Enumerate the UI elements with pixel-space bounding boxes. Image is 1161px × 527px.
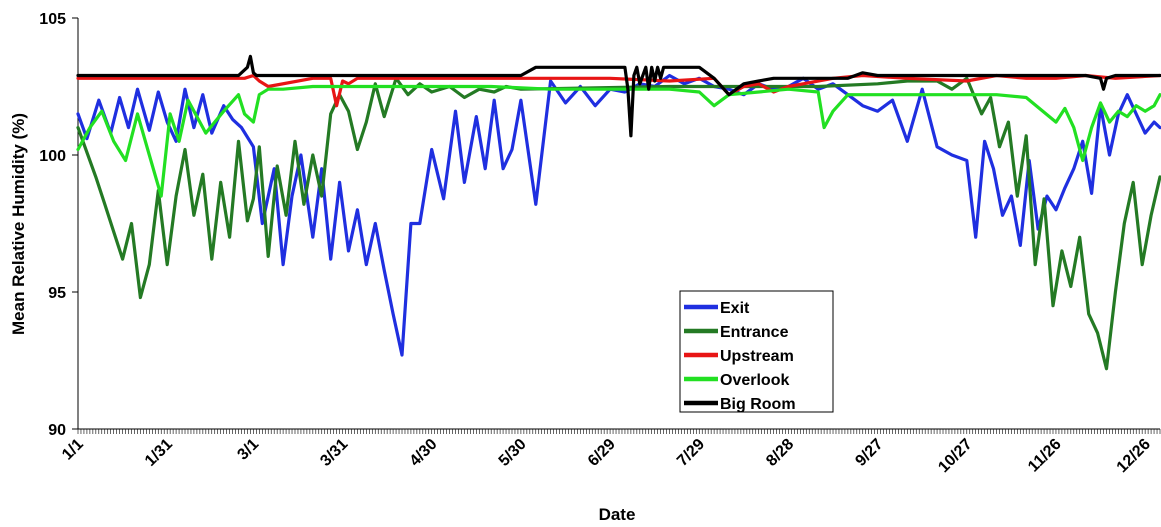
- x-tick-label: 10/27: [935, 436, 975, 476]
- legend-label: Exit: [720, 300, 750, 317]
- legend: Exit Entrance Upstream Overlook Big Room: [679, 290, 834, 413]
- x-tick-label: 12/26: [1114, 436, 1154, 476]
- series-line-exit: [76, 73, 1161, 357]
- series-line-overlook: [76, 84, 1161, 198]
- x-tick-label: 11/26: [1025, 436, 1065, 476]
- x-tick-label: 4/30: [407, 436, 441, 470]
- y-tick-label: 100: [39, 148, 66, 165]
- legend-label: Big Room: [720, 396, 796, 413]
- x-tick-label: 7/29: [674, 436, 708, 470]
- y-axis: 90 95 100 105: [39, 11, 79, 439]
- legend-label: Overlook: [720, 372, 789, 389]
- x-tick-label: 9/27: [852, 436, 886, 470]
- x-tick-label: 8/28: [763, 436, 797, 470]
- series-layer: [76, 54, 1161, 371]
- x-minor-tick-marks: [77, 429, 1161, 434]
- x-tick-label: 3/1: [234, 436, 262, 464]
- x-tick-label: 6/29: [585, 436, 619, 470]
- x-axis-label: Date: [599, 505, 636, 524]
- series-line-big-room: [76, 54, 1161, 138]
- series-line-entrance: [76, 76, 1161, 371]
- legend-label: Upstream: [720, 348, 794, 365]
- y-tick-label: 95: [48, 285, 66, 302]
- legend-label: Entrance: [720, 324, 789, 341]
- y-tick-label: 105: [39, 11, 66, 28]
- y-axis-label: Mean Relative Humidity (%): [9, 113, 28, 335]
- x-minor-ticks: [77, 429, 1161, 434]
- x-tick-label: 1/31: [142, 436, 176, 470]
- x-tick-label: 3/31: [317, 436, 351, 470]
- y-tick-label: 90: [48, 422, 66, 439]
- x-tick-label: 5/30: [496, 436, 530, 470]
- x-tick-label: 1/1: [59, 436, 87, 464]
- legend-box: [679, 290, 834, 413]
- x-axis: 1/1 1/31 3/1 3/31 4/30 5/30 6/29 7/29 8/28 9/27 10…: [59, 428, 1160, 476]
